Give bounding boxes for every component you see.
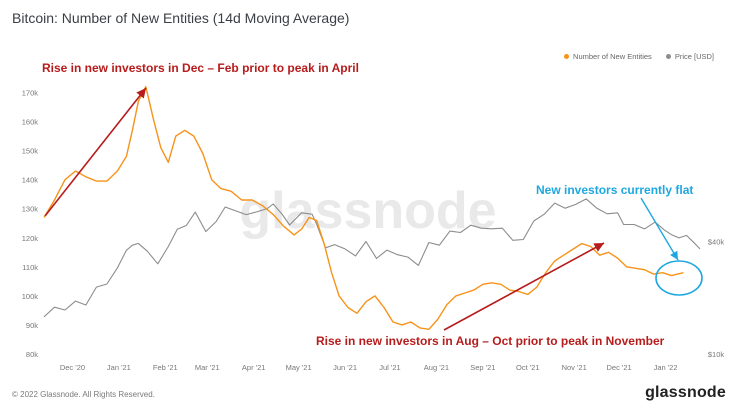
y-right-tick-label: $40k xyxy=(708,238,725,247)
x-tick-label: Mar '21 xyxy=(195,363,220,372)
entities-series-line xyxy=(43,86,684,330)
x-tick-label: Aug '21 xyxy=(424,363,449,372)
arrow-dec-feb xyxy=(44,87,147,217)
x-axis: Dec '20 Jan '21 Feb '21 Mar '21 Apr '21 May '… xyxy=(60,363,678,372)
x-tick-label: Sep '21 xyxy=(470,363,495,372)
y-left-tick-label: 80k xyxy=(26,350,38,359)
x-tick-label: Apr '21 xyxy=(242,363,266,372)
x-tick-label: Feb '21 xyxy=(153,363,178,372)
page-title: Bitcoin: Number of New Entities (14d Mov… xyxy=(12,10,350,26)
legend-item-price[interactable]: Price [USD] xyxy=(665,52,714,61)
price-dot-icon xyxy=(665,54,671,59)
legend-item-entities[interactable]: Number of New Entities xyxy=(564,52,652,61)
legend-entities-label: Number of New Entities xyxy=(573,52,652,61)
annotation-aug-oct: Rise in new investors in Aug – Oct prior… xyxy=(316,334,665,348)
glassnode-logo[interactable]: glassnode xyxy=(645,384,726,401)
arrow-flat xyxy=(640,197,679,261)
y-left-tick-label: 140k xyxy=(22,176,39,185)
x-tick-label: Jan '21 xyxy=(107,363,131,372)
chart-legend: Number of New Entities Price [USD] xyxy=(564,52,714,61)
x-tick-label: Jan '22 xyxy=(654,363,678,372)
chart-watermark: glassnode xyxy=(239,182,496,240)
annotation-flat: New investors currently flat xyxy=(536,183,693,197)
copyright-text: © 2022 Glassnode. All Rights Reserved. xyxy=(12,390,155,399)
y-left-tick-label: 90k xyxy=(26,321,38,330)
x-tick-label: Dec '20 xyxy=(60,363,85,372)
legend-price-label: Price [USD] xyxy=(674,52,714,61)
y-left-tick-label: 120k xyxy=(22,234,39,243)
x-tick-label: Jun '21 xyxy=(333,363,357,372)
y-left-tick-label: 130k xyxy=(22,205,39,214)
arrow-aug-oct xyxy=(443,242,605,331)
y-left-tick-label: 160k xyxy=(22,118,39,127)
y-left-tick-label: 100k xyxy=(22,292,39,301)
flat-highlight-circle xyxy=(655,260,703,296)
x-tick-label: Nov '21 xyxy=(562,363,587,372)
y-left-tick-label: 150k xyxy=(22,147,39,156)
y-left-tick-label: 110k xyxy=(22,263,38,272)
y-axis-left: 80k 90k 100k 110k 120k 130k 140k 150k 160k 170k xyxy=(22,89,39,359)
annotation-layer: Rise in new investors in Dec – Feb prior… xyxy=(42,61,703,348)
y-axis-right: $10k $40k xyxy=(708,238,725,359)
x-tick-label: May '21 xyxy=(286,363,312,372)
price-series-line xyxy=(43,198,701,318)
x-tick-label: Oct '21 xyxy=(516,363,540,372)
x-tick-label: Jul '21 xyxy=(379,363,400,372)
y-right-tick-label: $10k xyxy=(708,350,725,359)
x-tick-label: Dec '21 xyxy=(607,363,632,372)
plot-area xyxy=(43,86,701,330)
entities-dot-icon xyxy=(564,54,570,59)
annotation-dec-feb: Rise in new investors in Dec – Feb prior… xyxy=(42,61,359,75)
y-left-tick-label: 170k xyxy=(22,89,39,98)
